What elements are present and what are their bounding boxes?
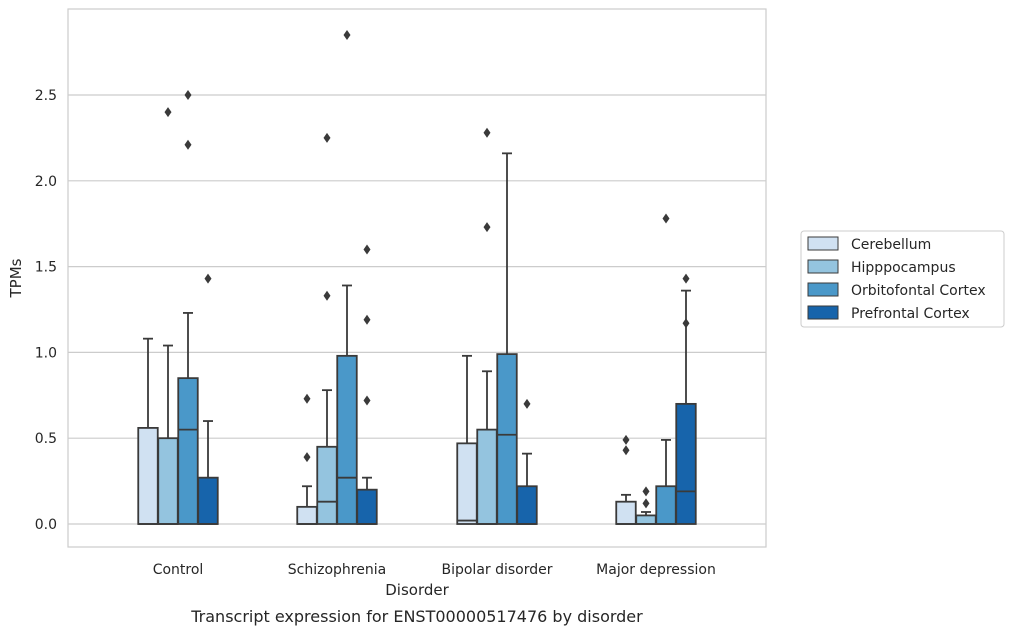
outlier-point bbox=[523, 398, 531, 409]
box-body bbox=[157, 437, 179, 525]
box-body bbox=[456, 442, 478, 525]
legend-swatch bbox=[807, 305, 839, 320]
legend-label: Orbitofontal Cortex bbox=[851, 283, 986, 299]
legend-swatch bbox=[807, 282, 839, 297]
x-tick-label: Control bbox=[153, 562, 204, 578]
outlier-point bbox=[184, 139, 192, 150]
box-body bbox=[296, 505, 318, 525]
y-tick-labels: 0.0 0.5 1.0 1.5 2.0 2.5 bbox=[35, 88, 57, 533]
outlier-point bbox=[483, 222, 491, 233]
box-body bbox=[476, 428, 498, 525]
y-tick-label: 1.5 bbox=[35, 260, 57, 276]
box-group bbox=[356, 244, 378, 525]
y-tick-label: 0.5 bbox=[35, 431, 57, 447]
outlier-point bbox=[682, 318, 690, 329]
outlier-point bbox=[343, 29, 351, 40]
outlier-point bbox=[323, 290, 331, 301]
box-body bbox=[336, 354, 358, 525]
box-groups bbox=[137, 29, 697, 525]
outlier-point bbox=[682, 273, 690, 284]
x-tick-labels: Control Schizophrenia Bipolar disorder Majo… bbox=[153, 562, 716, 578]
box-body bbox=[197, 476, 219, 525]
box-group bbox=[456, 354, 478, 525]
box-group bbox=[516, 398, 538, 525]
outlier-point bbox=[622, 445, 630, 456]
box-body bbox=[496, 353, 518, 525]
legend-frame bbox=[800, 230, 1005, 328]
y-axis-label: TPMs bbox=[7, 258, 25, 298]
legend-items: Cerebellum Hipppocampus Orbitofontal Corte… bbox=[807, 236, 986, 322]
chart-caption: Transcript expression for ENST0000051747… bbox=[190, 607, 643, 626]
box-group bbox=[316, 132, 338, 525]
box-group bbox=[157, 107, 179, 525]
outlier-point bbox=[363, 244, 371, 255]
outlier-point bbox=[622, 434, 630, 445]
box-body bbox=[615, 500, 637, 525]
box-group bbox=[476, 127, 498, 525]
plot-frame bbox=[67, 8, 767, 548]
box-body bbox=[675, 402, 697, 525]
box-body bbox=[655, 485, 677, 525]
outlier-point bbox=[642, 486, 650, 497]
box-group bbox=[496, 152, 518, 525]
outlier-point bbox=[164, 107, 172, 118]
outlier-point bbox=[303, 452, 311, 463]
box-group bbox=[177, 90, 199, 525]
box-body bbox=[137, 427, 159, 525]
y-tick-label: 2.5 bbox=[35, 88, 57, 104]
outlier-point bbox=[303, 393, 311, 404]
x-tick-label: Bipolar disorder bbox=[441, 562, 552, 578]
legend-swatch bbox=[807, 236, 839, 251]
box-group bbox=[137, 337, 159, 525]
legend-swatch bbox=[807, 259, 839, 274]
outlier-point bbox=[184, 90, 192, 100]
box-body bbox=[356, 488, 378, 525]
legend-label: Hipppocampus bbox=[851, 260, 956, 276]
x-tick-label: Major depression bbox=[596, 562, 716, 578]
outlier-point bbox=[204, 273, 212, 284]
box-group bbox=[296, 393, 318, 525]
box-body bbox=[635, 514, 657, 525]
outlier-point bbox=[363, 395, 371, 406]
x-tick-label: Schizophrenia bbox=[288, 562, 386, 578]
outlier-point bbox=[363, 314, 371, 325]
outlier-point bbox=[662, 213, 670, 224]
outlier-point bbox=[642, 498, 650, 509]
legend: Cerebellum Hipppocampus Orbitofontal Corte… bbox=[800, 230, 1005, 328]
outlier-point bbox=[483, 127, 491, 138]
y-tick-label: 1.0 bbox=[35, 345, 57, 361]
box-group bbox=[336, 29, 358, 525]
outlier-point bbox=[323, 132, 331, 143]
box-group bbox=[615, 434, 637, 525]
y-tick-label: 2.0 bbox=[35, 174, 57, 190]
box-group bbox=[197, 273, 219, 525]
box-body bbox=[316, 445, 338, 525]
box-group bbox=[675, 273, 697, 525]
legend-label: Prefrontal Cortex bbox=[851, 306, 970, 322]
box-body bbox=[177, 377, 199, 525]
box-body bbox=[516, 485, 538, 525]
legend-label: Cerebellum bbox=[851, 237, 931, 253]
x-axis-label: Disorder bbox=[385, 581, 449, 599]
y-tick-label: 0.0 bbox=[35, 517, 57, 533]
